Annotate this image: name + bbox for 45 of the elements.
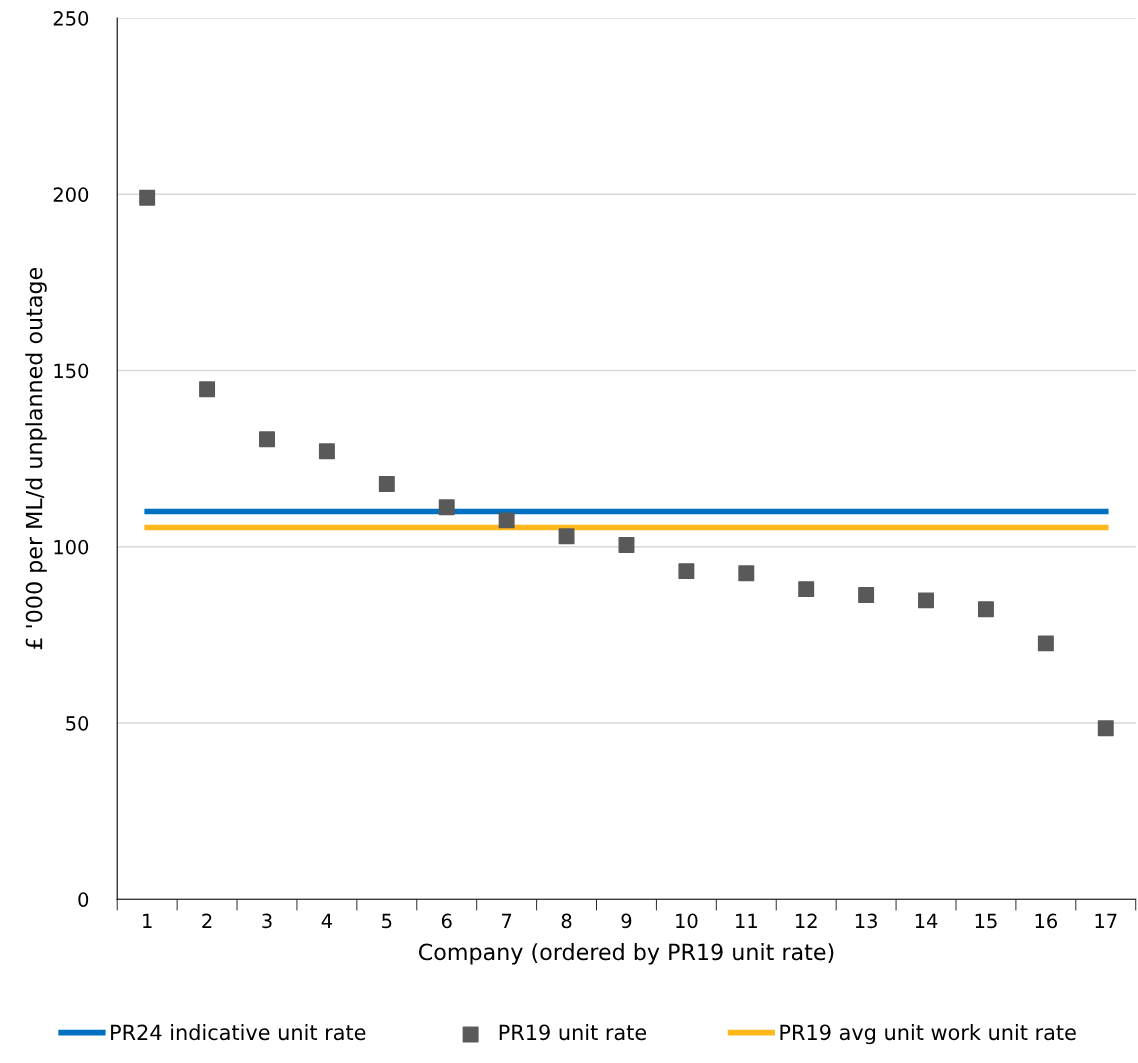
x-tick-label: 6 bbox=[441, 913, 452, 929]
legend-label: PR19 avg unit work unit rate bbox=[780, 1024, 1076, 1045]
legend-label: PR19 unit rate bbox=[499, 1024, 647, 1041]
point bbox=[199, 381, 216, 398]
point bbox=[918, 592, 935, 609]
y-axis-title: £ '000 per ML/d unplanned outage bbox=[25, 267, 47, 650]
point bbox=[1097, 720, 1114, 737]
x-axis-title: Company (ordered by PR19 unit rate) bbox=[418, 943, 834, 965]
point bbox=[798, 581, 815, 598]
point bbox=[259, 431, 275, 448]
point bbox=[558, 528, 575, 545]
x-tick-label: 11 bbox=[736, 913, 757, 928]
y-tick-label: 100 bbox=[54, 539, 89, 555]
x-tick-label: 16 bbox=[1035, 913, 1057, 929]
y-tick-label: 250 bbox=[53, 11, 89, 26]
x-tick-label: 3 bbox=[262, 913, 272, 929]
x-tick-label: 4 bbox=[321, 913, 332, 928]
x-tick-label: 2 bbox=[202, 913, 212, 928]
y-tick-label: 150 bbox=[54, 363, 89, 379]
point bbox=[438, 499, 455, 516]
x-tick-label: 13 bbox=[855, 913, 877, 929]
x-tick-label: 17 bbox=[1095, 913, 1117, 928]
point bbox=[618, 537, 635, 554]
x-tick-label: 1 bbox=[143, 913, 152, 928]
x-tick-label: 8 bbox=[561, 913, 572, 929]
y-tick-label: 50 bbox=[66, 716, 89, 731]
point bbox=[318, 443, 335, 460]
y-tick-label: 0 bbox=[78, 892, 89, 907]
x-tick-label: 10 bbox=[676, 913, 698, 929]
point bbox=[139, 189, 156, 206]
legend-label: PR24 indicative unit rate bbox=[111, 1024, 366, 1041]
point bbox=[378, 476, 395, 493]
x-tick-label: 15 bbox=[975, 913, 997, 929]
point bbox=[678, 563, 695, 580]
x-tick-label: 9 bbox=[621, 913, 632, 929]
x-tick-label: 14 bbox=[915, 913, 938, 928]
point bbox=[498, 512, 515, 529]
x-tick-label: 12 bbox=[795, 913, 817, 928]
y-tick-label: 200 bbox=[53, 187, 89, 202]
point bbox=[977, 601, 994, 618]
x-tick-label: 7 bbox=[502, 913, 512, 928]
point bbox=[738, 565, 755, 582]
point bbox=[1037, 635, 1054, 652]
point bbox=[858, 587, 875, 604]
x-tick-label: 5 bbox=[382, 913, 392, 929]
